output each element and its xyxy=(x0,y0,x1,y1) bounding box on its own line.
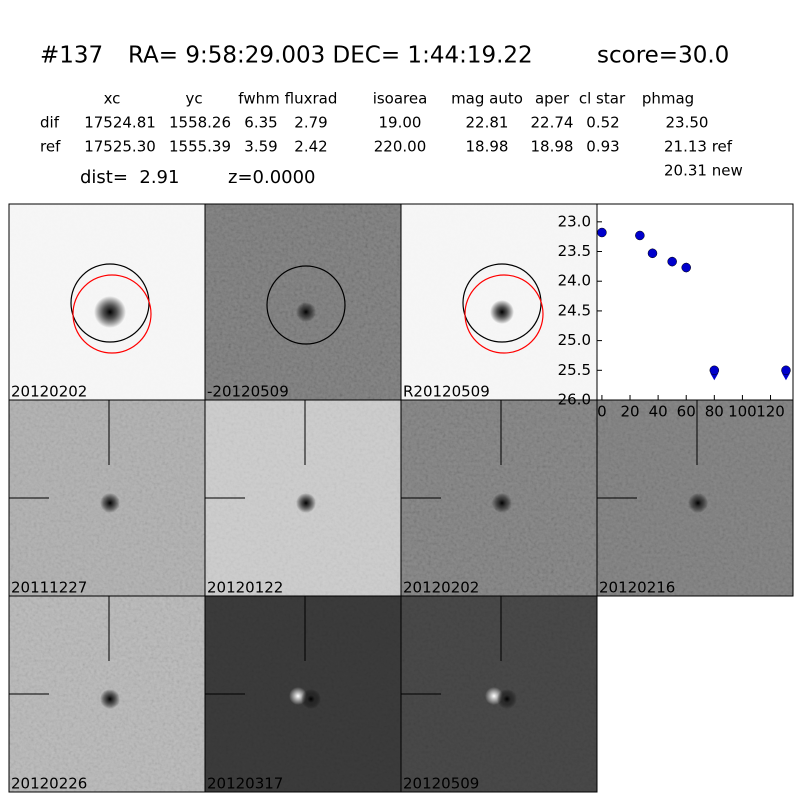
source xyxy=(94,296,126,328)
y-tick-label: 25.0 xyxy=(558,331,591,349)
coordinates: RA= 9:58:29.003 DEC= 1:44:19.22 xyxy=(128,43,533,69)
table-cell: 3.59 xyxy=(244,138,277,156)
x-tick-label: 60 xyxy=(677,403,696,421)
stamp: 20120216 xyxy=(596,399,794,597)
x-tick-label: 0 xyxy=(597,403,607,421)
table-cell: 17524.81 xyxy=(84,114,156,132)
stamp-label: 20120202 xyxy=(403,579,479,597)
x-tick-label: 120 xyxy=(756,403,785,421)
source xyxy=(497,689,517,709)
y-tick-label: 26.0 xyxy=(558,391,591,409)
aperture-ref xyxy=(72,274,152,354)
point xyxy=(635,230,645,241)
dist: dist= 2.91 xyxy=(80,167,179,188)
source xyxy=(688,493,708,513)
source xyxy=(301,689,321,709)
source xyxy=(490,300,514,324)
x-tick-label: 80 xyxy=(705,403,724,421)
stamp-label: 20120202 xyxy=(11,383,87,401)
column-header: mag auto xyxy=(451,90,523,108)
candidate-id: #137 xyxy=(40,43,103,69)
table-cell: 18.98 xyxy=(531,138,574,156)
stamp-label: R20120509 xyxy=(403,383,490,401)
point xyxy=(709,365,720,376)
stamp-label: 20120216 xyxy=(599,579,675,597)
stamp: -20120509 xyxy=(204,203,402,401)
stamp-label: 20120226 xyxy=(11,775,87,793)
source xyxy=(492,493,512,513)
stamp-noise xyxy=(205,204,401,400)
table-cell: 220.00 xyxy=(374,138,427,156)
x-tick-label: 100 xyxy=(728,403,757,421)
stamp-border xyxy=(400,595,598,793)
y-tick-label: 25.5 xyxy=(558,361,591,379)
column-header: cl star xyxy=(579,90,626,108)
plot-bg xyxy=(596,203,794,401)
score: score=30.0 xyxy=(597,43,729,69)
limit-arrow xyxy=(781,373,790,381)
aperture xyxy=(266,265,346,345)
source xyxy=(100,689,120,709)
table-cell: 1558.26 xyxy=(169,114,231,132)
redshift: z=0.0000 xyxy=(228,167,316,188)
stamp: 20120202 xyxy=(8,203,206,401)
table-cell: 17525.30 xyxy=(84,138,156,156)
table-cell: 2.79 xyxy=(294,114,327,132)
y-tick-label: 23.5 xyxy=(558,242,591,260)
stamp: 20120509 xyxy=(400,595,598,793)
table-cell: 21.13 ref xyxy=(664,138,733,156)
table-cell: 2.42 xyxy=(294,138,327,156)
stamp-label: 20120509 xyxy=(403,775,479,793)
column-header: isoarea xyxy=(373,90,428,108)
table-cell: 6.35 xyxy=(244,114,277,132)
stamp-label: 20120122 xyxy=(207,579,283,597)
point xyxy=(667,256,677,267)
column-header: xc xyxy=(104,90,121,108)
limit-arrow xyxy=(710,373,719,381)
aperture-ref xyxy=(464,274,544,354)
source xyxy=(296,493,316,513)
y-tick-label: 24.5 xyxy=(558,301,591,319)
stamp-label: -20120509 xyxy=(207,383,289,401)
point xyxy=(597,227,607,238)
stamp: 20111227 xyxy=(8,399,206,597)
column-header: yc xyxy=(185,90,202,108)
point xyxy=(781,365,791,376)
point xyxy=(681,262,691,273)
point xyxy=(647,248,658,259)
table-cell: 23.50 xyxy=(666,114,709,132)
stamp-label: 20120317 xyxy=(207,775,283,793)
table-cell: 22.81 xyxy=(466,114,509,132)
stamp: 20120202 xyxy=(400,399,598,597)
y-tick-label: 23.0 xyxy=(558,212,591,230)
column-header: phmag xyxy=(642,90,694,108)
table-cell: 0.52 xyxy=(586,114,619,132)
y-tick-label: 24.0 xyxy=(558,272,591,290)
stamp: 20120317 xyxy=(204,595,402,793)
stamp-label: 20111227 xyxy=(11,579,87,597)
table-cell: 0.93 xyxy=(586,138,619,156)
stamp: R20120509 xyxy=(400,203,598,401)
column-header: fwhm xyxy=(238,90,279,108)
row-label: dif xyxy=(40,114,60,132)
x-tick-label: 40 xyxy=(649,403,668,421)
table-cell: 18.98 xyxy=(466,138,509,156)
source xyxy=(100,493,120,513)
table-cell: 22.74 xyxy=(531,114,574,132)
new-mag: 20.31 new xyxy=(664,162,743,180)
column-header: fluxrad xyxy=(285,90,338,108)
x-tick-label: 20 xyxy=(620,403,639,421)
table-cell: 19.00 xyxy=(379,114,422,132)
source xyxy=(296,302,316,322)
stamp: 20120226 xyxy=(8,595,206,793)
row-label: ref xyxy=(40,138,61,156)
stamp: 20120122 xyxy=(204,399,402,597)
table-cell: 1555.39 xyxy=(169,138,231,156)
column-header: aper xyxy=(535,90,570,108)
